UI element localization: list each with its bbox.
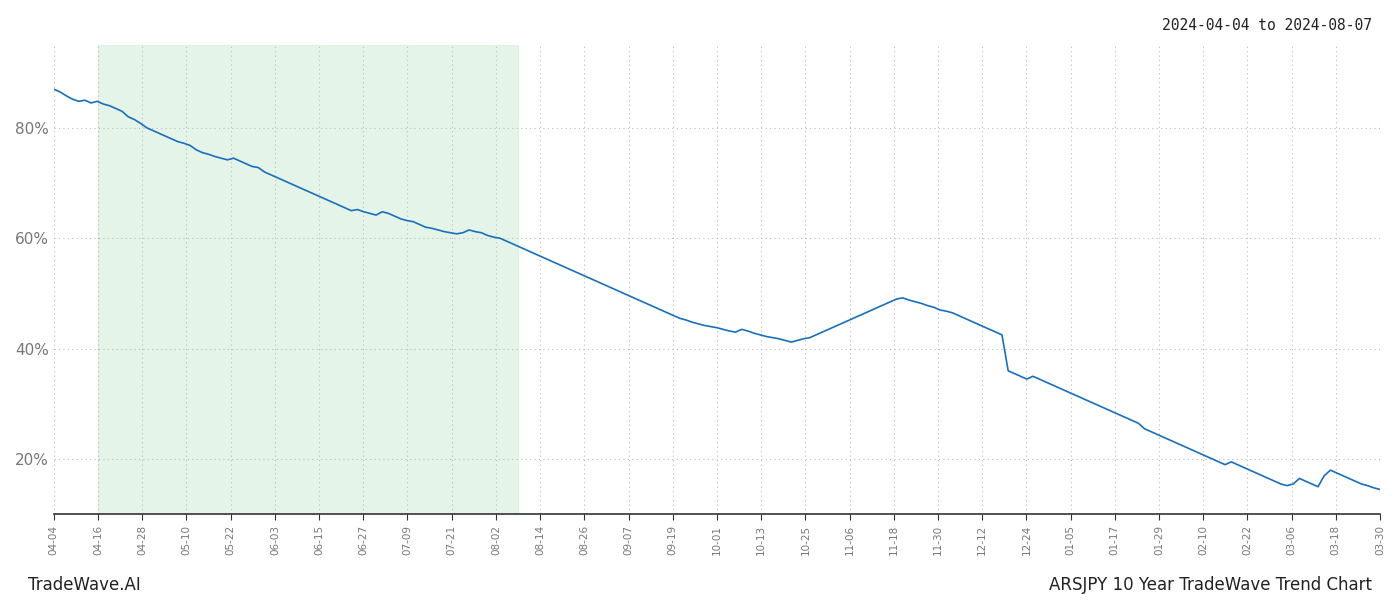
Text: 2024-04-04 to 2024-08-07: 2024-04-04 to 2024-08-07 [1162,18,1372,33]
Bar [98,45,518,514]
Text: ARSJPY 10 Year TradeWave Trend Chart: ARSJPY 10 Year TradeWave Trend Chart [1049,576,1372,594]
Text: TradeWave.AI: TradeWave.AI [28,576,141,594]
